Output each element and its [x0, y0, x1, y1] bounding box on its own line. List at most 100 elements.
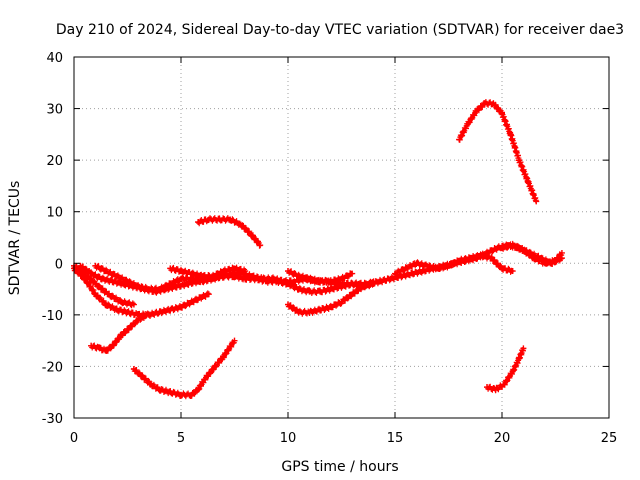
y-tick-label-0: -30	[42, 412, 63, 427]
plot-frame	[73, 56, 610, 419]
data-point-6-8	[477, 252, 484, 259]
data-point-3-0	[92, 262, 99, 269]
data-point-1-8	[156, 309, 163, 316]
data-point-11-1	[205, 216, 212, 223]
data-point-9-3	[109, 342, 116, 349]
data-point-2-0	[77, 262, 84, 269]
data-point-10-0	[130, 366, 137, 373]
data-point-3-24	[349, 280, 356, 287]
data-point-12-9	[533, 198, 540, 205]
data-point-3-23	[338, 283, 345, 290]
data-point-1-1	[81, 275, 88, 282]
chart-title: Day 210 of 2024, Sidereal Day-to-day VTE…	[56, 22, 624, 38]
data-point-5-1	[295, 273, 302, 280]
data-point-11-0	[195, 219, 202, 226]
data-point-13-1	[492, 386, 499, 393]
series-track-07	[392, 251, 516, 278]
data-point-5-4	[327, 278, 334, 285]
data-point-3-8	[178, 275, 184, 282]
data-point-3-2	[113, 273, 120, 280]
x-tick-label-3: 15	[387, 431, 404, 446]
series-track-02	[71, 265, 212, 320]
data-point-11-5	[248, 231, 255, 238]
data-point-7-2	[520, 247, 527, 254]
data-point-1-11	[188, 298, 195, 305]
data-point-10-4	[167, 389, 174, 396]
data-point-0-4	[118, 298, 125, 305]
data-point-2-32	[419, 268, 426, 275]
data-point-3-1	[103, 268, 110, 275]
data-point-8-1	[295, 309, 302, 316]
data-point-2-1	[88, 270, 95, 277]
series-track-06	[285, 268, 356, 286]
data-point-8-7	[359, 283, 366, 290]
data-point-0-3	[105, 291, 112, 298]
data-point-2-29	[387, 275, 394, 282]
data-point-5-0	[285, 268, 291, 275]
data-point-3-21	[317, 288, 324, 295]
data-point-1-4	[113, 306, 120, 313]
data-point-5-2	[306, 275, 313, 282]
series-track-08	[499, 240, 565, 267]
data-point-1-3	[103, 301, 110, 308]
data-point-10-7	[195, 386, 202, 393]
data-point-13-4	[516, 355, 523, 362]
data-point-3-16	[263, 278, 270, 285]
data-point-7-6	[558, 249, 565, 256]
series-track-11	[130, 337, 238, 400]
data-point-3-6	[156, 286, 163, 293]
data-point-9-7	[143, 311, 150, 318]
data-point-4-2	[188, 270, 195, 277]
data-point-2-2	[98, 275, 105, 282]
data-point-2-9	[173, 283, 180, 290]
series-track-05	[167, 264, 249, 281]
data-point-2-31	[409, 270, 416, 277]
data-point-6-3	[424, 262, 431, 269]
data-point-3-7	[167, 280, 174, 287]
data-point-2-20	[291, 278, 298, 285]
data-point-2-3	[109, 278, 116, 285]
y-tick-label-7: 40	[46, 51, 63, 66]
data-point-7-5	[552, 257, 559, 264]
data-point-10-6	[188, 391, 195, 398]
data-point-9-6	[135, 317, 142, 324]
series-track-12	[195, 215, 264, 249]
data-point-3-5	[145, 286, 152, 293]
data-point-10-10	[220, 353, 227, 360]
data-point-12-3	[481, 100, 488, 107]
data-point-10-2	[148, 381, 155, 388]
data-point-1-5	[124, 309, 131, 316]
series-track-13	[456, 99, 540, 205]
data-point-3-15	[252, 275, 259, 282]
data-point-3-3	[124, 278, 131, 285]
data-point-10-11	[231, 337, 238, 344]
y-tick-label-6: 30	[46, 103, 63, 118]
series-track-14	[484, 345, 527, 394]
y-tick-label-1: -20	[42, 360, 63, 375]
data-point-12-2	[473, 108, 480, 115]
x-axis-label: GPS time / hours	[281, 459, 398, 475]
data-point-12-5	[499, 110, 505, 117]
data-point-6-6	[456, 257, 463, 264]
data-point-9-0	[88, 342, 95, 349]
data-point-6-7	[466, 255, 473, 262]
data-point-4-1	[178, 268, 184, 275]
data-point-6-4	[434, 265, 441, 272]
data-point-2-10	[184, 280, 191, 287]
data-point-3-14	[242, 275, 249, 282]
data-point-11-6	[257, 242, 264, 249]
data-point-8-8	[370, 278, 377, 285]
data-point-3-19	[295, 286, 302, 293]
data-point-10-8	[201, 376, 208, 383]
data-point-13-3	[509, 368, 516, 375]
data-point-1-9	[167, 306, 174, 313]
data-point-12-8	[524, 177, 531, 184]
data-point-8-3	[317, 306, 324, 313]
data-point-2-30	[398, 273, 405, 280]
data-point-3-18	[285, 280, 291, 287]
data-point-2-28	[377, 278, 384, 285]
data-point-9-1	[96, 345, 103, 352]
data-point-3-17	[274, 278, 281, 285]
data-point-8-4	[327, 304, 334, 311]
